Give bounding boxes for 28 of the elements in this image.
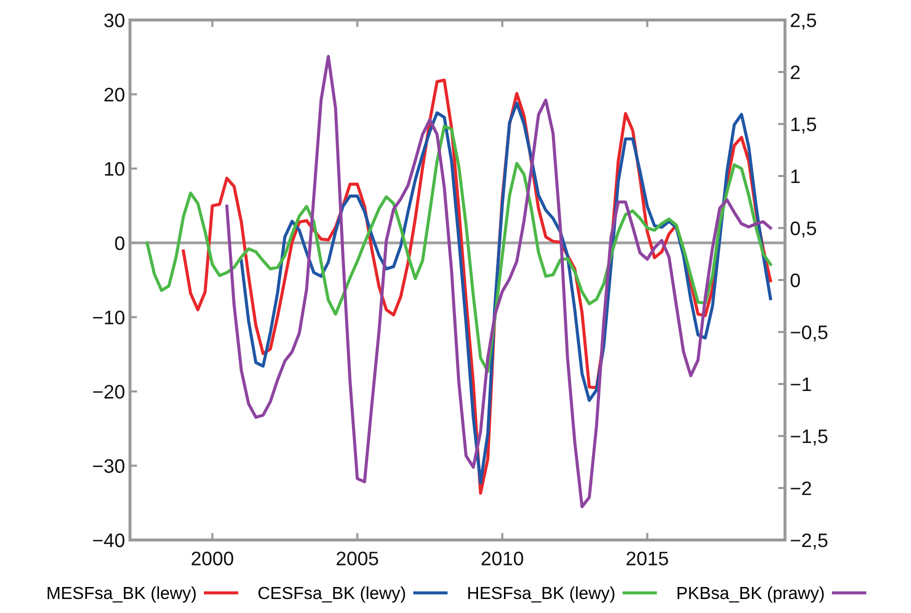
x-tick-label: 2015 <box>626 552 668 566</box>
x-tick-label: 2010 <box>482 552 524 566</box>
line-series <box>146 124 772 373</box>
legend-label: MESFsa_BK (lewy) <box>48 586 196 603</box>
x-tick-label: 2000 <box>192 552 234 566</box>
y-tick-label: −30 <box>93 459 124 473</box>
y-tick-label: −20 <box>93 384 124 399</box>
y2-tick-label: −1,5 <box>790 430 828 446</box>
y2-tick-label: 0,5 <box>790 221 816 238</box>
legend-label: CESFsa_BK (lewy) <box>258 586 406 603</box>
y2-tick-label: 1,5 <box>791 118 816 134</box>
y2-tick-label: 2,5 <box>790 13 816 30</box>
y-tick-label: −10 <box>93 310 124 324</box>
y-tick-label: 10 <box>104 162 124 176</box>
legend-label: HESFsa_BK (lewy) <box>468 586 614 603</box>
x-tick-label: 2005 <box>336 552 378 566</box>
y2-tick-label: −0,5 <box>790 325 828 342</box>
y2-tick-label: −2,5 <box>790 533 828 550</box>
y-tick-label: −40 <box>93 533 124 548</box>
legend-label: PKBsa_BK (prawy) <box>678 586 824 603</box>
y2-tick-label: 2 <box>790 65 800 80</box>
y2-tick-label: −2 <box>790 481 812 496</box>
y-tick-label: 0 <box>115 236 124 250</box>
y2-tick-label: 0 <box>790 273 800 288</box>
y2-tick-label: 1 <box>791 170 800 184</box>
y-tick-label: 30 <box>104 13 124 28</box>
y2-tick-label: −1 <box>790 378 812 392</box>
y-tick-label: 20 <box>104 88 124 102</box>
